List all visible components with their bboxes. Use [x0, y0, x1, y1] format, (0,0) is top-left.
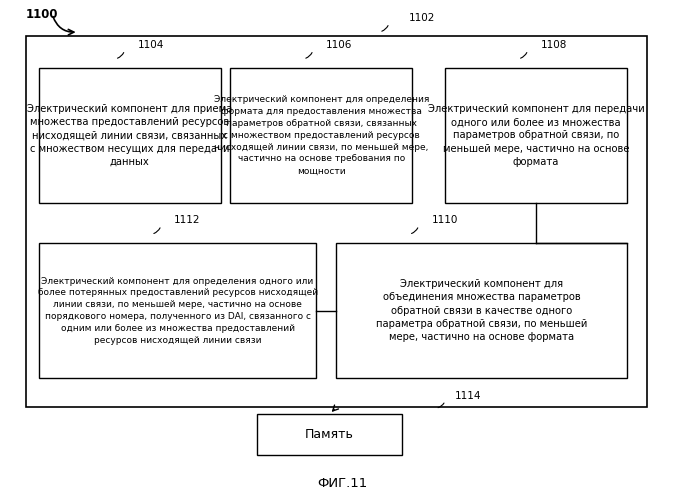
- Bar: [26, 36, 647, 408]
- Bar: [39, 244, 316, 378]
- Text: Память: Память: [305, 428, 354, 441]
- Text: 1100: 1100: [26, 8, 58, 20]
- Text: 1106: 1106: [327, 40, 353, 50]
- Text: 1114: 1114: [455, 390, 482, 400]
- Text: Электрический компонент для определения одного или
более потерянных предоставлен: Электрический компонент для определения …: [38, 276, 318, 344]
- Bar: [39, 68, 220, 203]
- Bar: [257, 414, 402, 455]
- Text: 1104: 1104: [138, 40, 164, 50]
- Text: Электрический компонент для приема
множества предоставлений ресурсов
нисходящей : Электрический компонент для приема множе…: [27, 104, 233, 167]
- Bar: [231, 68, 412, 203]
- Text: ФИГ.11: ФИГ.11: [318, 477, 368, 490]
- Text: Электрический компонент для передачи
одного или более из множества
параметров об: Электрический компонент для передачи одн…: [428, 104, 644, 167]
- Bar: [336, 244, 627, 378]
- Text: Электрический компонент для определения
формата для предоставления множества
пар: Электрический компонент для определения …: [214, 96, 429, 176]
- Text: 1102: 1102: [409, 13, 435, 23]
- Bar: [445, 68, 627, 203]
- Text: Электрический компонент для
объединения множества параметров
обратной связи в ка: Электрический компонент для объединения …: [376, 280, 587, 342]
- Text: 1108: 1108: [541, 40, 567, 50]
- Text: 1112: 1112: [174, 216, 201, 226]
- Text: 1110: 1110: [432, 216, 458, 226]
